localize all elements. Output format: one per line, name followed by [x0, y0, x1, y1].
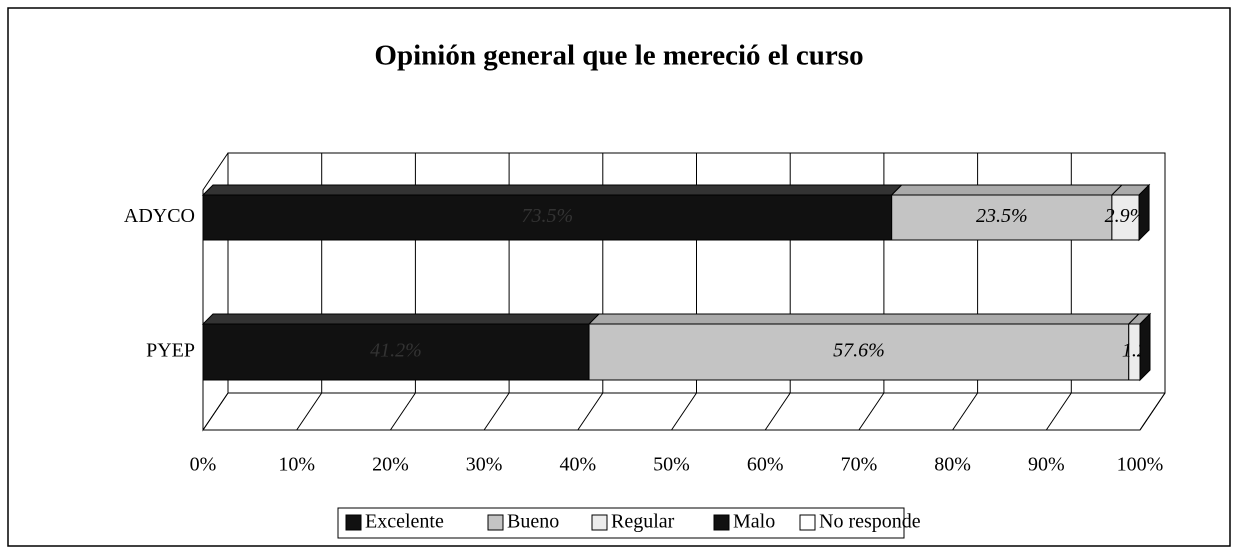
bar-face	[201, 313, 601, 325]
bar-face	[1111, 194, 1140, 241]
data-label: 41.2%	[370, 340, 422, 362]
bar-face	[890, 184, 1124, 196]
legend-swatch	[799, 514, 816, 531]
legend-label: Bueno	[507, 511, 559, 533]
x-tick-label: 40%	[559, 454, 596, 476]
chart-title: Opinión general que le mereció el curso	[374, 40, 863, 72]
floor-grid-line	[1139, 392, 1166, 431]
data-label: 2.9%	[1105, 205, 1147, 227]
floor-grid-line	[202, 392, 229, 431]
legend-swatch	[487, 514, 504, 531]
x-tick-label: 50%	[653, 454, 690, 476]
x-tick-label: 80%	[934, 454, 971, 476]
bar-segment	[1110, 184, 1151, 241]
data-label: 73.5%	[522, 205, 574, 227]
bar-side	[1139, 312, 1151, 382]
floor-grid-line	[858, 392, 885, 431]
x-tick-label: 0%	[190, 454, 217, 476]
bar-face	[891, 194, 1113, 241]
x-tick-label: 20%	[372, 454, 409, 476]
floor-grid-line	[296, 392, 323, 431]
legend-swatch	[345, 514, 362, 531]
data-label: 23.5%	[976, 205, 1028, 227]
bar-segment	[201, 184, 903, 241]
x-tick-label: 70%	[841, 454, 878, 476]
floor-grid-line	[671, 392, 697, 431]
bar-segment	[587, 313, 1140, 381]
x-tick-label: 10%	[278, 454, 315, 476]
bar-face	[588, 323, 1130, 381]
floor-grid-line	[952, 392, 979, 431]
category-label: PYEP	[146, 340, 195, 362]
bar-segment	[890, 184, 1124, 241]
data-label: 57.6%	[833, 340, 885, 362]
bar-segment	[201, 313, 601, 381]
legend-swatch	[713, 514, 730, 531]
legend-label: Excelente	[365, 511, 444, 533]
legend-label: Malo	[733, 511, 775, 533]
bar-face	[201, 184, 903, 196]
x-tick-label: 30%	[466, 454, 503, 476]
x-tick-label: 100%	[1117, 454, 1164, 476]
floor-grid-line	[389, 392, 416, 431]
category-label: ADYCO	[124, 205, 195, 227]
bar-face	[587, 313, 1140, 325]
floor-grid-line	[483, 392, 510, 431]
floor-grid-line	[577, 392, 604, 431]
floor-grid-line	[1045, 392, 1072, 431]
bar-side	[1138, 183, 1150, 242]
legend-label: No responde	[819, 511, 921, 533]
legend-swatch	[591, 514, 608, 531]
x-tick-label: 60%	[747, 454, 784, 476]
bar-face	[202, 323, 590, 381]
floor-grid-line	[764, 392, 791, 431]
x-tick-label: 90%	[1028, 454, 1065, 476]
legend-label: Regular	[611, 511, 675, 533]
bar-face	[202, 194, 893, 241]
